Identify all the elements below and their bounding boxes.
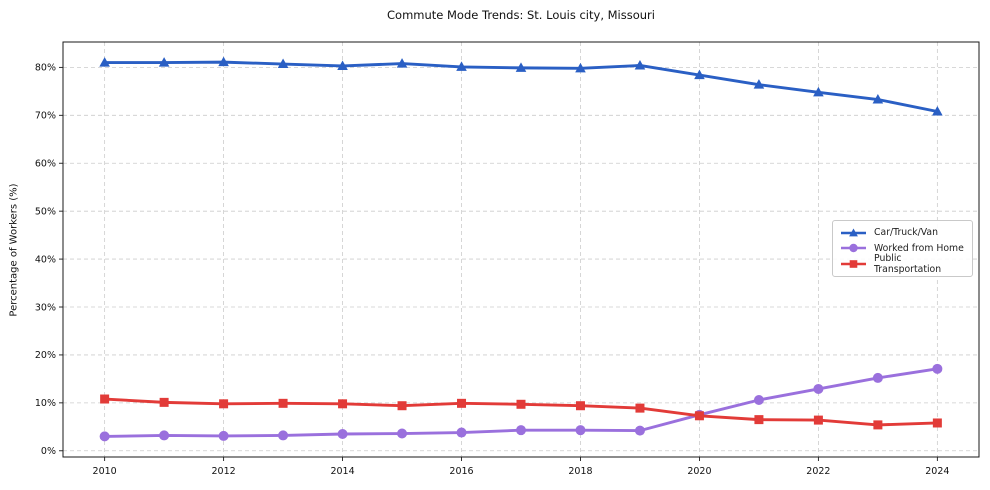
legend-label: Worked from Home	[874, 242, 964, 254]
markers-public-transportation	[100, 394, 942, 430]
legend-triangle-marker-icon	[841, 228, 866, 237]
legend-label: Car/Truck/Van	[874, 227, 939, 239]
y-tick-label: 70%	[35, 111, 56, 122]
chart-title: Commute Mode Trends: St. Louis city, Mis…	[387, 8, 655, 22]
y-tick-label: 50%	[35, 206, 56, 217]
chart-legend: Car/Truck/Van Worked from Home Public Tran…	[832, 220, 973, 277]
legend-item-worked-from-home: Worked from Home	[840, 241, 965, 256]
legend-circle-marker-icon	[841, 244, 866, 253]
x-tick-label: 2020	[687, 466, 711, 477]
legend-item-car-truck-van: Car/Truck/Van	[840, 225, 965, 240]
x-tick-label: 2012	[212, 466, 236, 477]
x-tick-label: 2014	[330, 466, 354, 477]
legend-label: Public Transportation	[874, 253, 942, 276]
axis-ticks	[59, 66, 938, 461]
x-tick-label: 2010	[93, 466, 117, 477]
y-tick-label: 10%	[35, 398, 56, 409]
x-tick-label: 2018	[568, 466, 592, 477]
markers-car-truck-van	[99, 56, 943, 116]
axis-tick-labels: 0% 10% 20% 30% 40% 50% 60% 70% 80% 2010 2012 2014 20…	[35, 63, 950, 477]
y-tick-label: 0%	[41, 446, 56, 457]
x-tick-label: 2022	[806, 466, 830, 477]
legend-item-public-transportation: Public Transportation	[840, 253, 965, 275]
y-tick-label: 30%	[35, 302, 56, 313]
plot-border	[62, 41, 980, 458]
x-tick-label: 2016	[449, 466, 473, 477]
y-tick-label: 80%	[35, 63, 56, 74]
legend-square-marker-icon	[841, 260, 866, 268]
y-tick-label: 20%	[35, 350, 56, 361]
x-tick-label: 2024	[925, 466, 949, 477]
y-tick-label: 40%	[35, 254, 56, 265]
y-tick-label: 60%	[35, 159, 56, 170]
